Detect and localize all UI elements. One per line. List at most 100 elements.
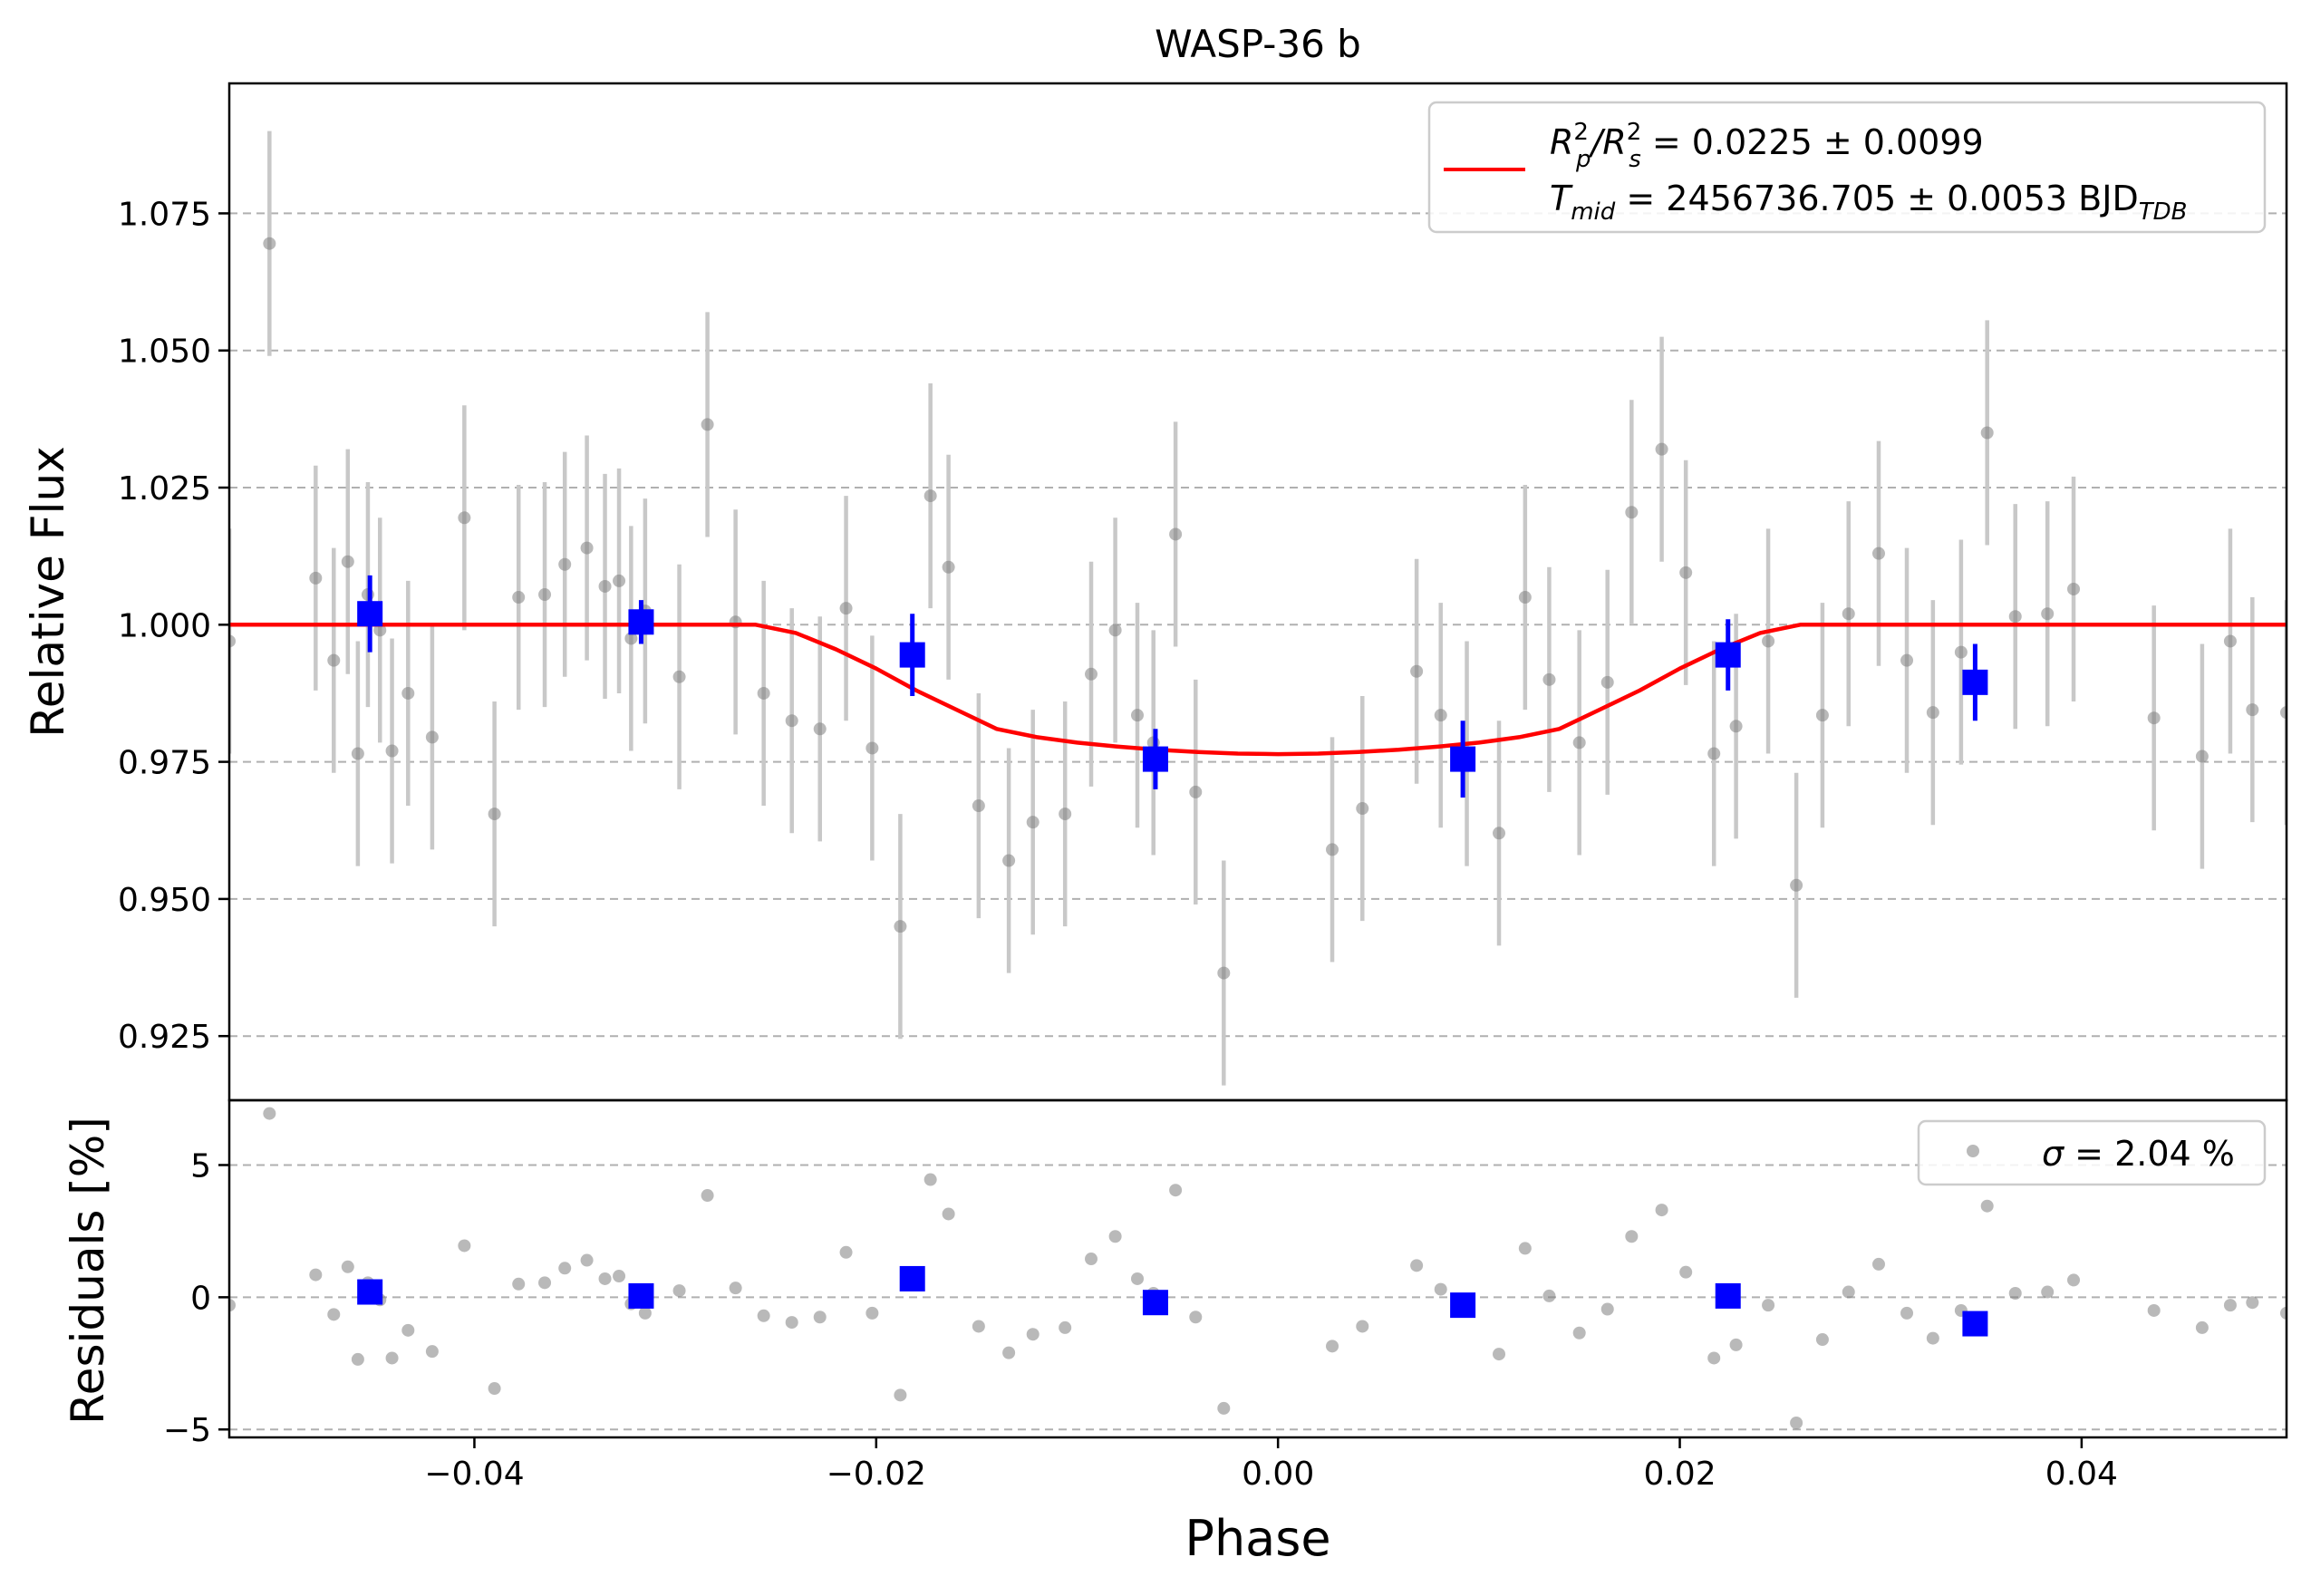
raw-point (2280, 706, 2287, 720)
residual-point (229, 1299, 236, 1312)
raw-point (672, 670, 686, 683)
raw-point (425, 730, 439, 744)
residual-point (613, 1270, 626, 1283)
residual-point (701, 1189, 714, 1203)
top-y-tick-label: 0.950 (118, 882, 211, 919)
binned-residual-point (1962, 1311, 1988, 1337)
raw-point (972, 799, 985, 813)
raw-point (309, 571, 323, 585)
residual-point (2246, 1296, 2259, 1310)
raw-point (1600, 675, 1614, 689)
residual-point (488, 1382, 501, 1396)
raw-point (2147, 711, 2161, 725)
raw-point (701, 418, 714, 431)
residual-point (839, 1245, 853, 1259)
residual-point (327, 1308, 341, 1321)
residual-point (1130, 1272, 1144, 1285)
raw-point (512, 591, 526, 605)
raw-point (488, 808, 501, 821)
residual-point (1729, 1338, 1743, 1351)
raw-point (1871, 547, 1885, 560)
residual-point (512, 1277, 526, 1291)
x-tick-label: −0.02 (827, 1456, 926, 1493)
top-legend: R2 p/R2 s = 0.0225 ± 0.0099 Tmid = 2456736… (1427, 101, 2267, 234)
raw-point (1002, 854, 1016, 867)
residual-point (894, 1388, 907, 1402)
bottom-y-axis-ticks: −5 0 5 (163, 1147, 229, 1449)
legend-rp-rs: R2 p/R2 s = 0.0225 ± 0.0099 (1550, 119, 1984, 173)
raw-point (1189, 785, 1203, 798)
raw-point (1980, 426, 1994, 440)
raw-point (385, 744, 399, 758)
raw-point (598, 579, 612, 593)
top-y-tick-label: 1.050 (118, 334, 211, 371)
x-tick-label: −0.04 (424, 1456, 524, 1493)
residual-point (1518, 1242, 1532, 1255)
residual-point (1108, 1230, 1122, 1243)
raw-point (613, 574, 626, 587)
residual-point (341, 1260, 354, 1273)
top-data-layer (229, 131, 2287, 1086)
raw-point (1542, 672, 1556, 686)
raw-point (401, 686, 415, 700)
residual-point (1059, 1320, 1072, 1334)
raw-point (1655, 442, 1668, 456)
raw-point (1108, 624, 1122, 637)
raw-point (458, 511, 471, 525)
raw-point (1059, 808, 1072, 821)
raw-point (1356, 802, 1369, 816)
residual-point (1900, 1306, 1914, 1320)
residual-point (1217, 1401, 1231, 1415)
residual-point (401, 1323, 415, 1337)
residual-point (1356, 1320, 1369, 1333)
binned-residual-point (357, 1279, 383, 1305)
bottom-legend-marker (1967, 1145, 1979, 1157)
top-y-axis-label: Relative Flux (22, 446, 74, 737)
bottom-y-tick-label: 0 (190, 1280, 211, 1317)
residual-point (1679, 1265, 1693, 1279)
raw-point (1572, 736, 1586, 750)
raw-point (580, 541, 594, 555)
raw-point (2041, 607, 2055, 621)
residual-point (2067, 1273, 2081, 1287)
raw-point (942, 560, 955, 574)
residual-point (972, 1320, 985, 1333)
top-legend-box (1427, 101, 2267, 234)
residual-point (923, 1173, 937, 1186)
residual-point (309, 1268, 323, 1282)
raw-point (1842, 607, 1855, 621)
binned-residual-point (1715, 1282, 1741, 1309)
raw-point (1493, 827, 1506, 840)
residual-point (1493, 1348, 1506, 1361)
bottom-y-axis-label: Residuals [%] (62, 1117, 114, 1425)
x-axis-label: Phase (1185, 1510, 1330, 1567)
residual-point (558, 1262, 572, 1275)
residual-point (1762, 1299, 1775, 1312)
bottom-y-tick-label: 5 (190, 1147, 211, 1185)
residual-point (1790, 1416, 1803, 1429)
residual-point (1026, 1328, 1039, 1341)
residual-point (638, 1306, 652, 1320)
residual-point (865, 1306, 879, 1320)
residual-point (1655, 1204, 1668, 1217)
top-y-tick-label: 1.025 (118, 470, 211, 508)
x-tick-label: 0.02 (1643, 1456, 1716, 1493)
raw-point (1026, 816, 1039, 829)
binned-point (1142, 746, 1168, 772)
residual-point (1572, 1326, 1586, 1340)
raw-point (1625, 506, 1639, 519)
binned-residual-point (899, 1265, 925, 1291)
residual-point (813, 1311, 827, 1324)
top-y-tick-label: 0.975 (118, 745, 211, 782)
binned-point (628, 609, 654, 635)
residual-point (2223, 1299, 2237, 1312)
raw-point (894, 920, 907, 933)
residual-point (385, 1351, 399, 1365)
raw-point (1085, 667, 1098, 681)
raw-point (1679, 566, 1693, 579)
top-y-axis-ticks: 0.925 0.950 0.975 1.000 1.025 1.050 1.075 (118, 196, 229, 1056)
residual-point (1871, 1257, 1885, 1271)
residual-point (1189, 1311, 1203, 1324)
raw-point (2246, 703, 2259, 717)
